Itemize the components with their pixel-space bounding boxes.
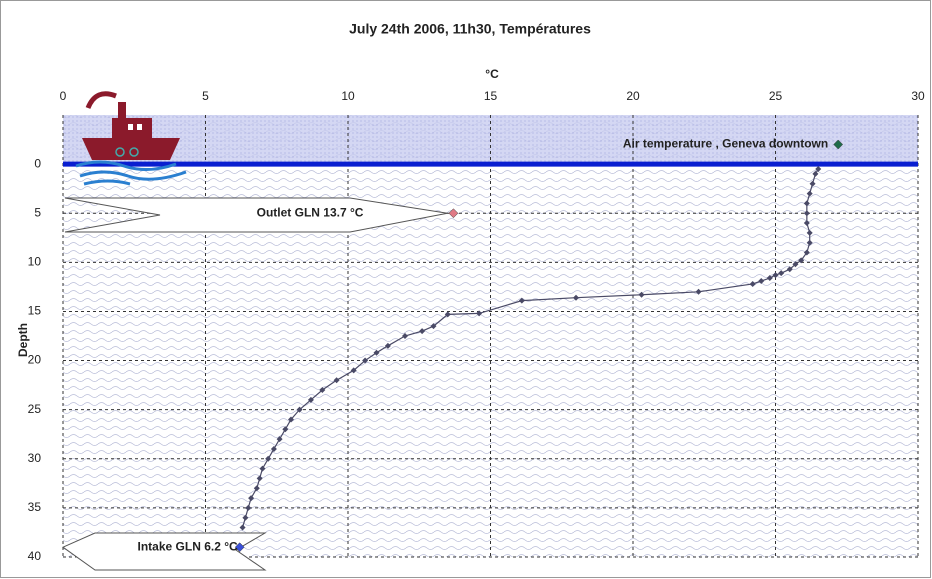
y-tick-label: 10 bbox=[28, 255, 42, 269]
data-point bbox=[766, 275, 773, 282]
x-tick-label: 0 bbox=[60, 89, 67, 103]
y-tick-label: 30 bbox=[28, 451, 42, 465]
data-point bbox=[333, 377, 340, 384]
x-tick-label: 15 bbox=[484, 89, 498, 103]
data-point bbox=[253, 485, 260, 492]
point-label: Intake GLN 6.2 °C bbox=[138, 539, 238, 553]
data-point bbox=[419, 328, 426, 335]
y-tick-label: 0 bbox=[34, 156, 41, 170]
plot-area: 0 5 10 15 20 25 30 0 5 10 15 20 25 30 35 40 Air temperat… bbox=[28, 89, 925, 571]
data-point bbox=[296, 406, 303, 413]
data-point bbox=[384, 342, 391, 349]
data-point bbox=[248, 495, 255, 502]
data-point bbox=[319, 387, 326, 394]
data-point bbox=[806, 229, 813, 236]
y-tick-label: 5 bbox=[34, 205, 41, 219]
data-point bbox=[695, 288, 702, 295]
data-point bbox=[798, 257, 805, 264]
callout-shape bbox=[61, 532, 267, 571]
data-point bbox=[362, 357, 369, 364]
data-point bbox=[373, 349, 380, 356]
y-tick-label: 20 bbox=[28, 353, 42, 367]
x-tick-label: 25 bbox=[769, 89, 783, 103]
data-point bbox=[803, 210, 810, 217]
data-point bbox=[256, 475, 263, 482]
data-point bbox=[803, 249, 810, 256]
data-point bbox=[276, 436, 283, 443]
data-point bbox=[444, 311, 451, 318]
data-point bbox=[402, 333, 408, 339]
point-label: Outlet GLN 13.7 °C bbox=[257, 205, 364, 219]
data-point bbox=[573, 294, 579, 301]
point-label: Air temperature , Geneva downtown bbox=[623, 137, 828, 151]
data-point bbox=[518, 297, 525, 304]
data-point bbox=[806, 239, 813, 246]
data-point bbox=[430, 323, 437, 330]
data-point bbox=[270, 445, 277, 452]
data-point bbox=[749, 280, 756, 287]
x-tick-label: 5 bbox=[202, 89, 209, 103]
data-point bbox=[448, 208, 459, 219]
data-point bbox=[812, 170, 819, 177]
data-point bbox=[288, 416, 294, 423]
data-point bbox=[772, 272, 779, 279]
x-tick-label: 20 bbox=[626, 89, 640, 103]
x-tick-label: 10 bbox=[341, 89, 355, 103]
data-point bbox=[265, 455, 272, 462]
data-point bbox=[350, 367, 357, 374]
data-point bbox=[239, 524, 246, 531]
data-point bbox=[809, 180, 816, 187]
data-point bbox=[792, 261, 799, 268]
data-point bbox=[803, 220, 810, 227]
y-tick-label: 25 bbox=[28, 402, 42, 416]
data-point bbox=[778, 270, 785, 277]
callout-shape bbox=[64, 197, 448, 233]
data-point bbox=[234, 542, 245, 553]
y-tick-label: 40 bbox=[28, 549, 42, 563]
y-tick-label: 15 bbox=[28, 304, 42, 318]
data-point bbox=[242, 514, 249, 521]
data-point bbox=[282, 426, 289, 433]
data-point bbox=[815, 166, 822, 173]
x-tick-label: 30 bbox=[911, 89, 925, 103]
data-point bbox=[245, 504, 252, 511]
data-point bbox=[476, 310, 483, 317]
data-point bbox=[803, 200, 810, 207]
data-point bbox=[758, 277, 765, 284]
y-axis-label: Depth bbox=[16, 323, 30, 357]
x-axis-label: °C bbox=[485, 67, 499, 81]
boat-icon bbox=[75, 91, 187, 186]
chart-title: July 24th 2006, 11h30, Températures bbox=[349, 21, 591, 37]
data-point bbox=[806, 190, 813, 197]
data-point bbox=[259, 465, 266, 472]
data-point bbox=[638, 291, 645, 298]
data-point bbox=[786, 266, 793, 273]
y-tick-label: 35 bbox=[28, 500, 42, 514]
data-point bbox=[307, 396, 314, 403]
data-point bbox=[833, 139, 844, 150]
